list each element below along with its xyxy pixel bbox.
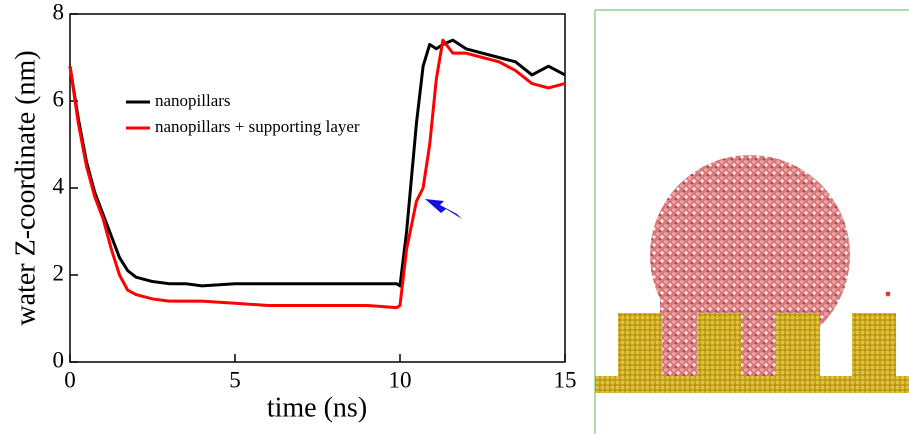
y-tick-label: 2 (53, 260, 65, 285)
arrow (425, 199, 462, 219)
x-tick-label: 5 (229, 367, 241, 392)
x-tick-label: 0 (64, 367, 76, 392)
y-axis-label: water Z-coordinate (nm) (10, 50, 41, 325)
plot-frame (69, 13, 566, 363)
simulation-snapshot (594, 9, 909, 434)
x-axis-label: time (ns) (267, 392, 367, 423)
y-tick-label: 6 (53, 86, 65, 111)
x-tick-label: 15 (554, 367, 577, 392)
y-tick-label: 8 (53, 0, 65, 24)
legend-label: nanopillars + supporting layer (155, 117, 360, 136)
series-line (68, 38, 566, 310)
legend-label: nanopillars (155, 91, 231, 110)
y-tick-label: 4 (53, 173, 65, 198)
x-tick-label: 10 (389, 367, 412, 392)
y-tick-label: 0 (53, 347, 65, 372)
plot-area: 0 5 10 15 0 2 4 6 8 nanopillars nanopillars + supp… (53, 0, 577, 392)
series-line (68, 38, 566, 288)
